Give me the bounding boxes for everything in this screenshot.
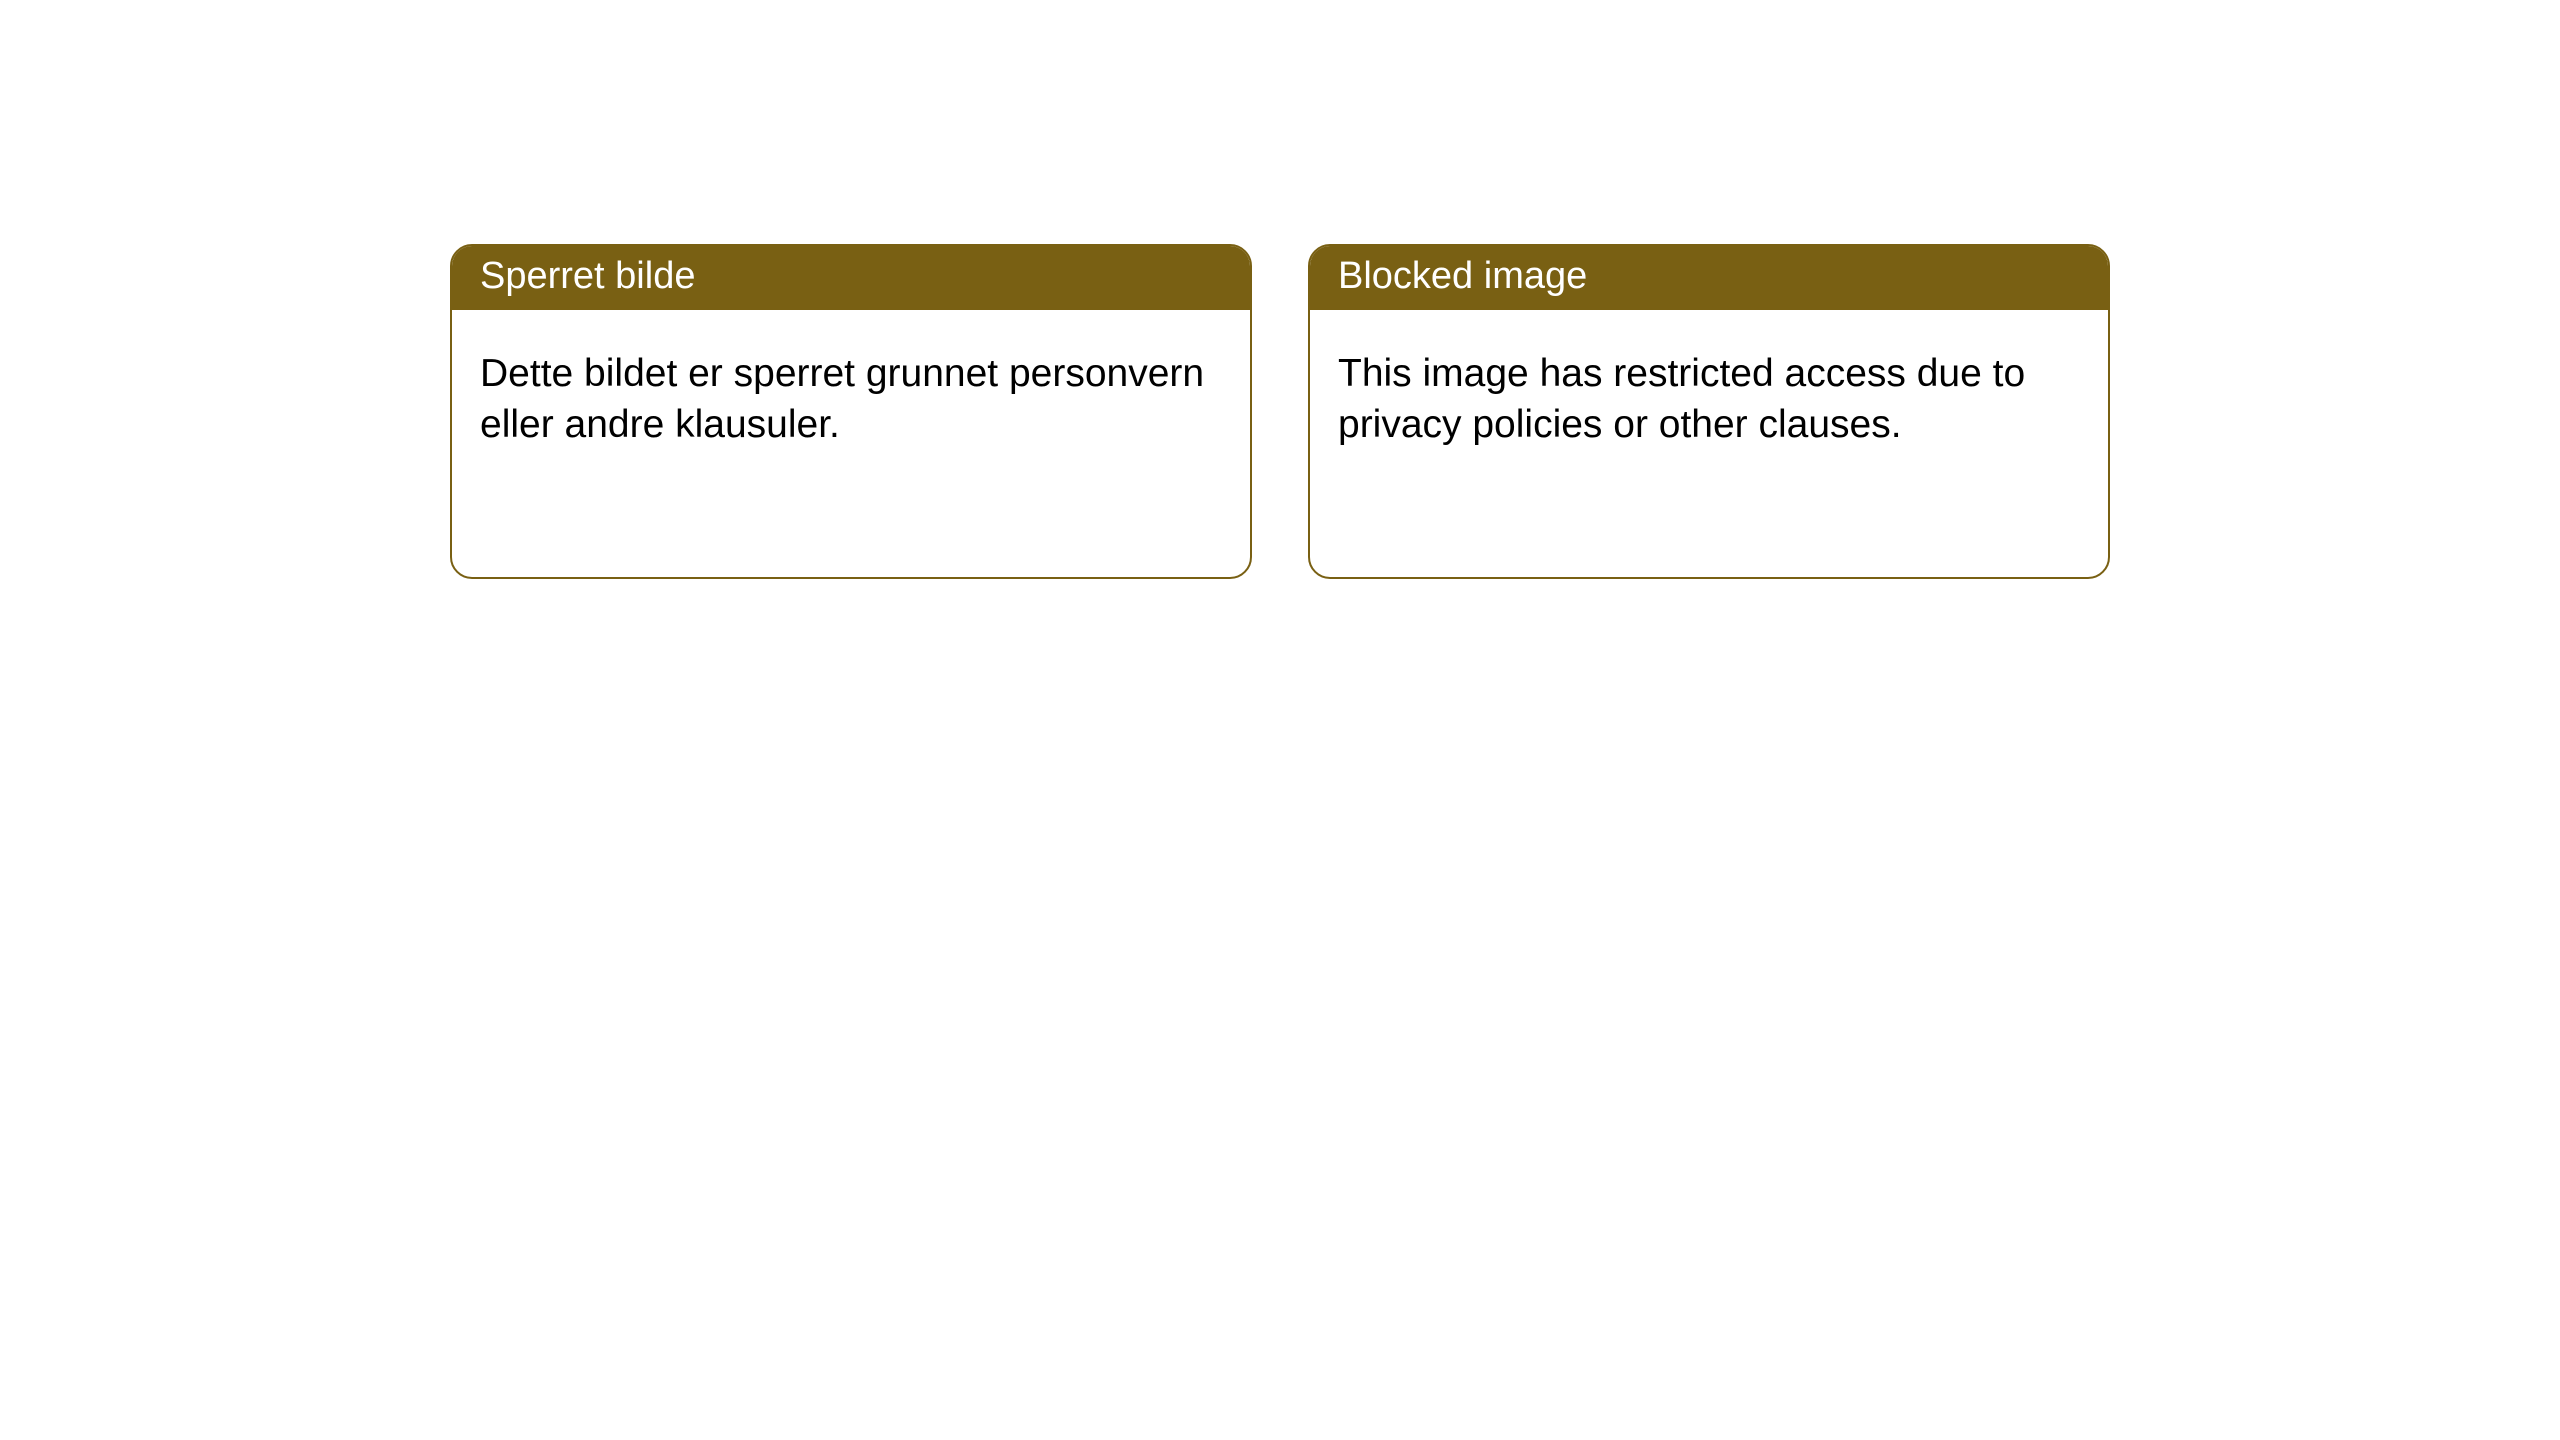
notice-card-english: Blocked image This image has restricted … xyxy=(1308,244,2110,579)
notice-body: Dette bildet er sperret grunnet personve… xyxy=(452,310,1250,489)
notice-card-norwegian: Sperret bilde Dette bildet er sperret gr… xyxy=(450,244,1252,579)
notice-header: Sperret bilde xyxy=(452,246,1250,310)
notice-header: Blocked image xyxy=(1310,246,2108,310)
notice-container: Sperret bilde Dette bildet er sperret gr… xyxy=(0,0,2560,579)
notice-body: This image has restricted access due to … xyxy=(1310,310,2108,489)
